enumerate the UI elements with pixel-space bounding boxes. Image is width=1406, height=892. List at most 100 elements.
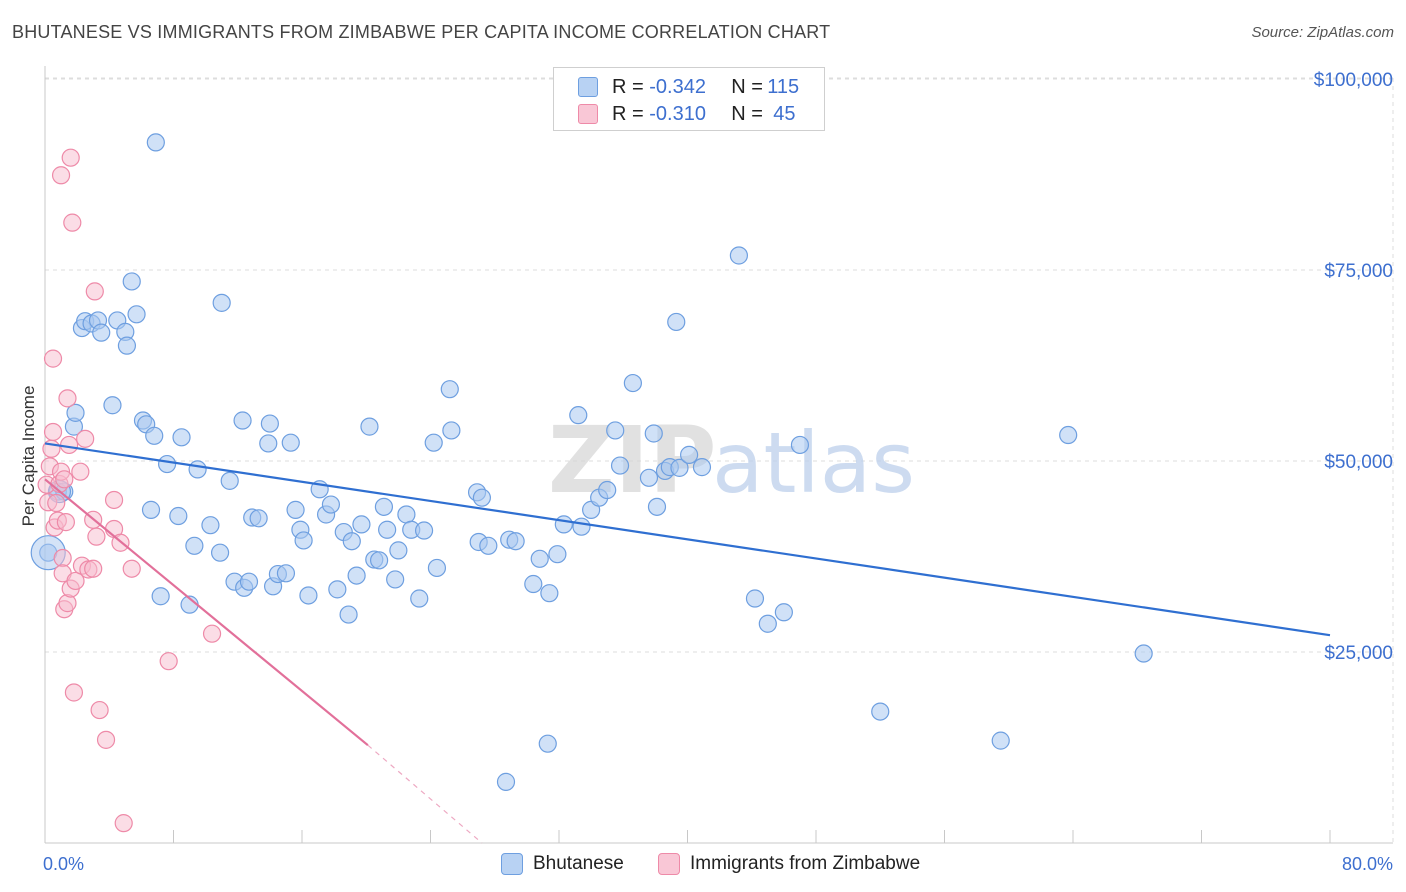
zimbabwe-point bbox=[66, 571, 85, 591]
bhutanese-point bbox=[389, 541, 408, 560]
legend-r-label: R = bbox=[612, 102, 644, 125]
bhutanese-point bbox=[506, 532, 525, 551]
bhutanese-point bbox=[360, 417, 379, 436]
zimbabwe-point bbox=[76, 429, 95, 448]
legend-r-value: -0.342 bbox=[649, 75, 706, 98]
source-label[interactable]: Source: ZipAtlas.com bbox=[1251, 24, 1394, 41]
bhutanese-point bbox=[610, 456, 630, 475]
bhutanese-point bbox=[442, 421, 461, 440]
x-tick-label: 80.0% bbox=[1342, 854, 1393, 874]
bhutanese-point bbox=[141, 500, 161, 519]
bhutanese-point bbox=[201, 516, 220, 535]
legend-n-label: N = bbox=[731, 75, 763, 98]
y-tick-label: $100,000 bbox=[1314, 70, 1393, 91]
bhutanese-point bbox=[239, 572, 259, 591]
bhutanese-point bbox=[606, 421, 625, 440]
zimbabwe-point bbox=[43, 349, 63, 368]
zimbabwe-point bbox=[122, 559, 141, 578]
bhutanese-point bbox=[321, 495, 341, 514]
bhutanese-point bbox=[374, 497, 394, 516]
bhutanese-point bbox=[233, 411, 252, 430]
bhutanese-point bbox=[790, 435, 810, 455]
legend-row-bhutanese: R = -0.342 N = 115 bbox=[578, 75, 799, 99]
bhutanese-point bbox=[378, 520, 397, 539]
legend-swatch-pink bbox=[578, 104, 598, 124]
bhutanese-point bbox=[670, 458, 689, 477]
y-tick-label: $75,000 bbox=[1324, 261, 1393, 282]
bhutanese-point bbox=[370, 551, 389, 570]
bhutanese-point bbox=[286, 500, 305, 519]
zimbabwe-point bbox=[47, 493, 66, 513]
bhutanese-point bbox=[146, 133, 165, 152]
zimbabwe-point bbox=[96, 730, 116, 749]
bhutanese-point bbox=[260, 414, 279, 433]
zimbabwe-point bbox=[90, 700, 109, 720]
bhutanese-point bbox=[172, 428, 191, 447]
legend-row-zimbabwe: R = -0.310 N = 45 bbox=[578, 102, 796, 126]
bhutanese-point bbox=[647, 497, 667, 516]
bhutanese-point bbox=[572, 517, 591, 536]
bhutanese-point bbox=[554, 515, 573, 534]
zimbabwe-point bbox=[56, 513, 75, 532]
bhutanese-point bbox=[352, 515, 371, 534]
legend-r-value: -0.310 bbox=[649, 102, 706, 125]
legend-r-label: R = bbox=[612, 75, 644, 98]
bhutanese-point bbox=[440, 380, 459, 399]
y-tick-label: $25,000 bbox=[1324, 643, 1393, 664]
bhutanese-point bbox=[680, 445, 699, 464]
legend-item-zimbabwe[interactable]: Immigrants from Zimbabwe bbox=[658, 851, 920, 877]
bhutanese-point bbox=[103, 396, 122, 415]
bhutanese-point bbox=[524, 574, 543, 594]
bhutanese-point bbox=[117, 336, 137, 355]
bhutanese-point bbox=[397, 505, 416, 524]
legend-n-value: 45 bbox=[773, 102, 796, 125]
bhutanese-point bbox=[639, 468, 659, 487]
bhutanese-point bbox=[569, 406, 588, 425]
bhutanese-point bbox=[281, 433, 300, 452]
bhutanese-point bbox=[122, 272, 141, 291]
bhutanese-point bbox=[220, 471, 239, 490]
tick-labels: $25,000 $50,000 $75,000 $100,000 0.0% 80.0% bbox=[43, 70, 1393, 874]
bhutanese-point bbox=[328, 580, 347, 599]
bhutanese-point bbox=[188, 460, 207, 479]
bhutanese-point bbox=[538, 734, 557, 753]
bhutanese-point bbox=[185, 536, 204, 555]
bhutanese-point bbox=[145, 426, 164, 445]
y-axis-label: Per Capita Income bbox=[19, 386, 38, 527]
bhutanese-point bbox=[210, 543, 230, 562]
bhutanese-point bbox=[774, 603, 793, 622]
bhutanese-point bbox=[342, 532, 361, 551]
bhutanese-point bbox=[758, 614, 777, 633]
legend-n-value: 115 bbox=[767, 75, 800, 98]
bhutanese-point bbox=[424, 433, 443, 452]
legend-item-bhutanese[interactable]: Bhutanese bbox=[501, 851, 624, 877]
bhutanese-point bbox=[276, 564, 296, 583]
bhutanese-trend-line bbox=[44, 442, 1331, 637]
zimbabwe-point bbox=[43, 422, 63, 442]
bhutanese-point bbox=[991, 731, 1010, 750]
bhutanese-point bbox=[692, 458, 712, 477]
bhutanese-point bbox=[127, 305, 146, 324]
legend-label-zimbabwe: Immigrants from Zimbabwe bbox=[690, 853, 921, 874]
bhutanese-point bbox=[157, 454, 177, 474]
zimbabwe-trend-line bbox=[44, 478, 369, 747]
zimbabwe-point bbox=[59, 435, 79, 455]
bhutanese-point bbox=[66, 403, 85, 422]
zimbabwe-point bbox=[159, 652, 178, 671]
zimbabwe-point bbox=[63, 213, 82, 232]
zimbabwe-trend-extension bbox=[367, 744, 483, 844]
correlation-legend: R = -0.342 N = 115 R = -0.310 N = 45 bbox=[553, 67, 825, 131]
bhutanese-point bbox=[530, 549, 549, 568]
bhutanese-point bbox=[249, 509, 268, 528]
legend-swatch-blue bbox=[578, 77, 598, 97]
bhutanese-point bbox=[871, 702, 890, 721]
trend-lines bbox=[44, 442, 1331, 844]
bhutanese-point bbox=[414, 521, 434, 540]
bhutanese-point bbox=[410, 589, 429, 608]
legend-n-label: N = bbox=[731, 102, 763, 125]
watermark: ZIP atlas bbox=[548, 407, 915, 514]
bhutanese-point bbox=[339, 605, 358, 624]
bhutanese-point bbox=[745, 589, 765, 608]
zimbabwe-point bbox=[87, 527, 106, 546]
legend-swatch-pink bbox=[658, 853, 680, 875]
